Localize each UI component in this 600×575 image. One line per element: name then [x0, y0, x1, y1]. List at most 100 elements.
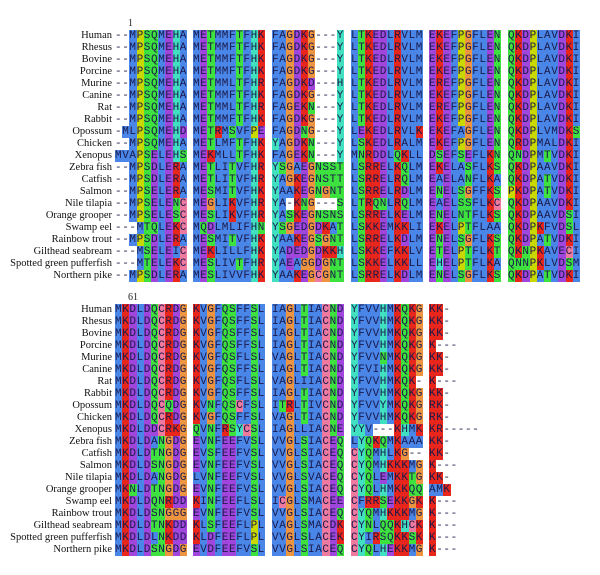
residue-cell [336, 78, 344, 90]
residue-cell [207, 340, 215, 352]
residue-cell [250, 150, 258, 162]
sequence-text: K--- [429, 520, 458, 532]
residue-cell [401, 114, 409, 126]
residue-cell [365, 258, 373, 270]
residue-cell [386, 210, 395, 222]
residue-cell [307, 42, 316, 54]
sequence-text: YASKEGNSNS [272, 210, 345, 222]
residue-cell [293, 364, 301, 376]
residue-cell [372, 78, 380, 90]
residue-cell [279, 174, 287, 186]
residue-cell [236, 376, 244, 388]
residue-cell [272, 54, 280, 66]
residue-cell [243, 304, 251, 316]
residue-color-cells [508, 126, 580, 138]
residue-cell [508, 78, 516, 90]
residue-color-cells [115, 234, 187, 246]
sequence-text: --MPSQMEHA [115, 138, 188, 150]
sequence-text: --MPSDLERA [115, 162, 188, 174]
residue-cell [158, 234, 166, 246]
residue-cell [250, 352, 258, 364]
residue-cell [300, 222, 308, 234]
residue-cell [279, 412, 287, 424]
sequence-text: MQDLMLIFHN [193, 222, 266, 234]
residue-cell [243, 78, 251, 90]
alignment-row: Swamp eel ---MTQLEKC MQDLMLIFHN YSGEDGDKAT L… [0, 222, 600, 234]
alignment-row: Rat MKDLDQCRDG KVGFQSFLSL VAGLIIACND YFVVHMK… [0, 376, 600, 388]
residue-color-cells [272, 222, 344, 234]
residue-cell [565, 102, 573, 114]
sequence-text: AMK [429, 484, 451, 496]
residue-cell [286, 66, 294, 78]
residue-cell [214, 102, 222, 114]
residue-cell [372, 150, 380, 162]
residue-cell [172, 174, 180, 186]
residue-cell [386, 162, 395, 174]
residue-cell [250, 258, 258, 270]
residue-cell [136, 66, 144, 78]
residue-cell [457, 90, 465, 102]
residue-cell [272, 246, 280, 258]
residue-cell [221, 150, 229, 162]
sequence-text: EKEFPGFLEN [429, 54, 502, 66]
residue-color-cells [193, 150, 265, 162]
residue-cell [443, 246, 451, 258]
residue-cell [165, 222, 173, 234]
alignment-row: Canine --MPSQMEHA METMMFTFHK FAGDKG---Y LTKE… [0, 90, 600, 102]
residue-cell [293, 258, 301, 270]
alignment-row: Opossum MKDLDQCQDG KVNFQSCFSL ITRLTIVCND YFV… [0, 400, 600, 412]
residue-cell [272, 316, 280, 328]
sequence-text: MESLIKVFHR [193, 210, 266, 222]
residue-cell [250, 210, 258, 222]
residue-cell [307, 90, 316, 102]
residue-cell [193, 424, 201, 436]
residue-color-cells [508, 174, 580, 186]
residue-cell [443, 150, 451, 162]
sequence-text: KK- [429, 352, 451, 364]
residue-color-cells [272, 304, 344, 316]
sequence-text: QKDPLAVDKI [508, 66, 581, 78]
species-label: Murine [81, 352, 112, 363]
residue-cell [143, 174, 151, 186]
residue-cell [150, 54, 159, 66]
residue-cell [572, 162, 580, 174]
residue-cell [464, 198, 473, 210]
position-label: 1 [128, 18, 133, 29]
residue-cell [415, 102, 423, 114]
sequence-text: METMMLTFHR [193, 102, 266, 114]
residue-cell [286, 364, 294, 376]
residue-cell [358, 66, 366, 78]
residue-cell [250, 138, 258, 150]
residue-cell [150, 222, 159, 234]
residue-cell [558, 90, 566, 102]
residue-cell [401, 162, 409, 174]
residue-cell [158, 30, 166, 42]
residue-cell [257, 412, 265, 424]
residue-cell [508, 90, 516, 102]
residue-cell [394, 102, 402, 114]
residue-cell [551, 246, 559, 258]
residue-color-cells [429, 364, 451, 376]
residue-cell [472, 270, 480, 282]
residue-color-cells [351, 234, 423, 246]
residue-color-cells [115, 138, 187, 150]
residue-cell [293, 234, 301, 246]
residue-cell [214, 42, 222, 54]
alignment-row: Xenopus MVAPSELEHS MEKMLLTFHK FAGEKN---Y MNR… [0, 150, 600, 162]
residue-cell [472, 222, 480, 234]
residue-cell [200, 376, 208, 388]
residue-cell [408, 210, 416, 222]
residue-cell [158, 210, 166, 222]
residue-cell [386, 198, 395, 210]
residue-cell [179, 114, 187, 126]
residue-cell [272, 388, 280, 400]
residue-cell [236, 114, 244, 126]
residue-cell [214, 400, 222, 412]
sequence-text: IAGLLIACNE [272, 424, 345, 436]
sequence-text: CYQMHKKKMG [351, 460, 424, 472]
residue-cell [122, 340, 130, 352]
residue-cell [358, 222, 366, 234]
residue-cell [250, 364, 258, 376]
residue-cell [415, 388, 423, 400]
residue-cell [429, 114, 437, 126]
